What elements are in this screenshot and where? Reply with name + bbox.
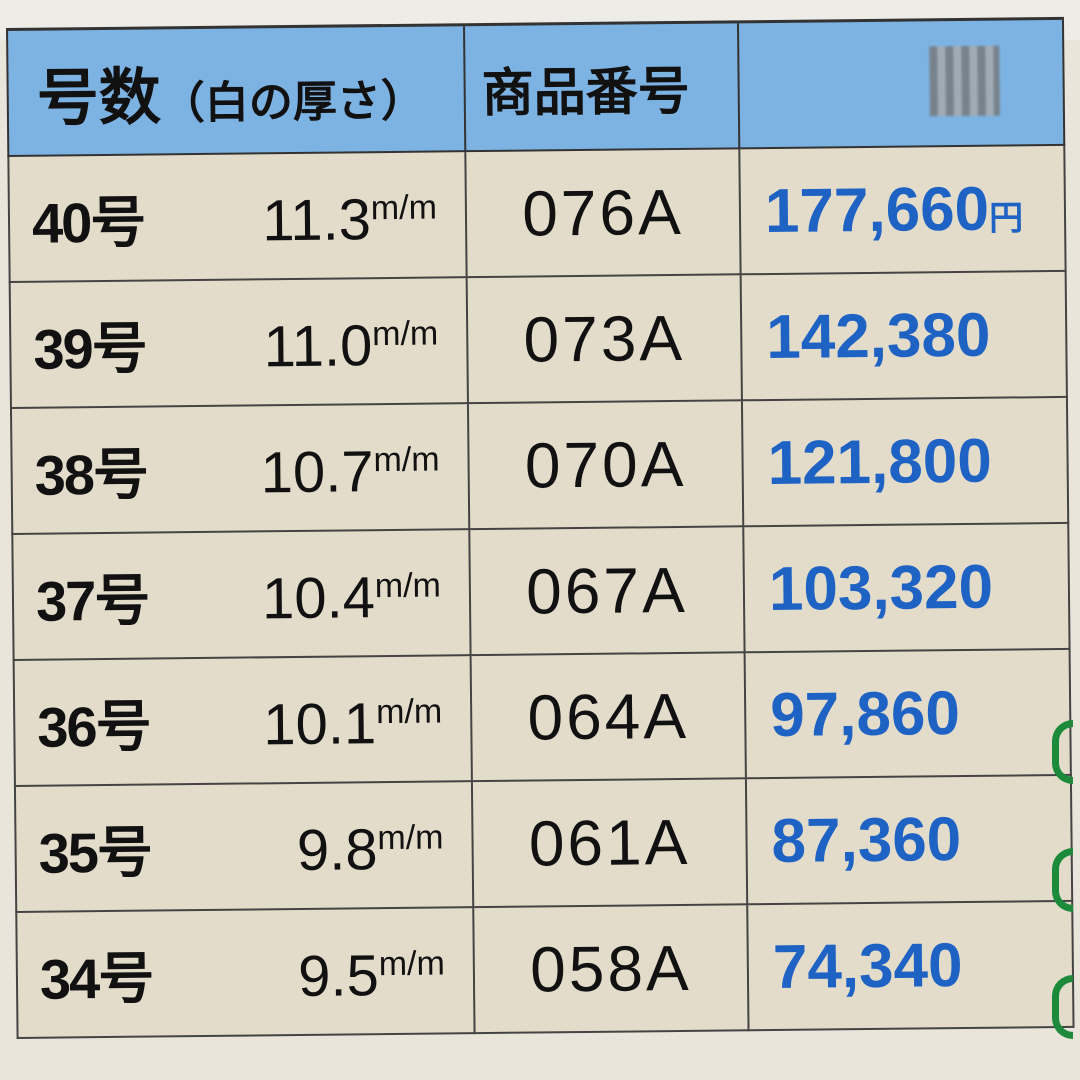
header-price — [737, 18, 1065, 149]
code-header-label: 商品番号 — [481, 62, 691, 123]
price-value: 87,360 — [771, 804, 962, 876]
size-header-label: 号数 — [36, 63, 162, 134]
size-value: 39号 — [33, 316, 146, 381]
code-cell: 070A — [467, 400, 744, 530]
code-cell: 073A — [466, 274, 742, 404]
code-cell: 076A — [465, 148, 741, 278]
size-value: 36号 — [36, 694, 150, 759]
size-value: 35号 — [38, 820, 152, 885]
code-cell: 061A — [471, 778, 748, 908]
code-cell: 067A — [469, 526, 745, 656]
price-value: 177,660 — [764, 174, 990, 246]
thickness-number: 10.1 — [262, 690, 377, 757]
thickness-unit: m/m — [371, 313, 439, 353]
price-cell: 142,380 — [740, 270, 1067, 401]
table-row: 39号 11.0m/m 073A 142,380 — [9, 270, 1067, 408]
green-circle-mark — [1052, 848, 1073, 912]
code-cell: 058A — [473, 904, 749, 1034]
price-cell: 87,360 — [745, 774, 1073, 905]
thickness-value: 9.8m/m — [218, 815, 444, 884]
header-code: 商品番号 — [463, 21, 740, 152]
price-value: 103,320 — [768, 552, 994, 624]
size-cell: 35号 9.8m/m — [14, 781, 474, 912]
size-cell: 37号 10.4m/m — [12, 529, 471, 660]
green-circle-mark — [1052, 720, 1073, 784]
thickness-unit: m/m — [374, 565, 442, 605]
table-row: 37号 10.4m/m 067A 103,320 — [12, 522, 1070, 660]
thickness-header-label: （白の厚さ） — [160, 76, 426, 129]
thickness-number: 10.4 — [261, 564, 376, 631]
thickness-unit: m/m — [373, 439, 440, 479]
thickness-unit: m/m — [378, 943, 446, 983]
code-cell: 064A — [470, 652, 746, 782]
price-value: 74,340 — [772, 930, 963, 1002]
price-cell: 103,320 — [743, 522, 1070, 653]
thickness-value: 10.7m/m — [214, 437, 440, 506]
price-value: 142,380 — [765, 300, 991, 372]
size-value: 34号 — [39, 946, 153, 1011]
table-header-row: 号数（白の厚さ） 商品番号 — [7, 18, 1065, 156]
currency-unit: 円 — [988, 198, 1024, 238]
thickness-unit: m/m — [375, 691, 443, 731]
table-row: 38号 10.7m/m 070A 121,800 — [10, 396, 1069, 534]
size-value: 37号 — [35, 568, 149, 633]
price-value: 121,800 — [767, 426, 993, 498]
header-size: 号数（白の厚さ） — [7, 24, 466, 156]
price-cell: 74,340 — [747, 900, 1074, 1031]
green-circle-mark — [1052, 975, 1073, 1039]
table-row: 35号 9.8m/m 061A 87,360 — [14, 774, 1073, 912]
thickness-number: 10.7 — [260, 438, 374, 505]
price-value: 97,860 — [769, 678, 961, 750]
size-value: 38号 — [34, 442, 148, 507]
size-cell: 38号 10.7m/m — [10, 403, 470, 534]
thickness-number: 9.8 — [296, 816, 378, 883]
thickness-unit: m/m — [377, 817, 444, 857]
thickness-value: 11.0m/m — [213, 311, 439, 380]
price-cell: 121,800 — [741, 396, 1069, 527]
thickness-value: 10.4m/m — [216, 563, 442, 632]
size-cell: 34号 9.5m/m — [16, 907, 475, 1038]
size-cell: 40号 11.3m/m — [8, 151, 467, 282]
thickness-value: 10.1m/m — [217, 689, 443, 758]
table-row: 34号 9.5m/m 058A 74,340 — [16, 900, 1074, 1038]
price-cell: 177,660円 — [739, 144, 1066, 275]
thickness-value: 9.5m/m — [220, 941, 446, 1010]
thickness-number: 11.3 — [262, 186, 372, 253]
size-cell: 39号 11.0m/m — [9, 277, 468, 408]
thickness-number: 11.0 — [263, 312, 373, 379]
size-cell: 36号 10.1m/m — [13, 655, 472, 786]
price-table: 号数（白の厚さ） 商品番号 40号 11.3m/m 076A 177,660円 39… — [6, 17, 1075, 1039]
thickness-unit: m/m — [370, 187, 438, 227]
censored-label-image — [929, 45, 1000, 116]
thickness-value: 11.3m/m — [212, 185, 438, 254]
size-value: 40号 — [31, 190, 145, 255]
table-row: 36号 10.1m/m 064A 97,860 — [13, 648, 1071, 786]
price-cell: 97,860 — [744, 648, 1071, 779]
table-row: 40号 11.3m/m 076A 177,660円 — [8, 144, 1066, 282]
thickness-number: 9.5 — [297, 942, 380, 1009]
